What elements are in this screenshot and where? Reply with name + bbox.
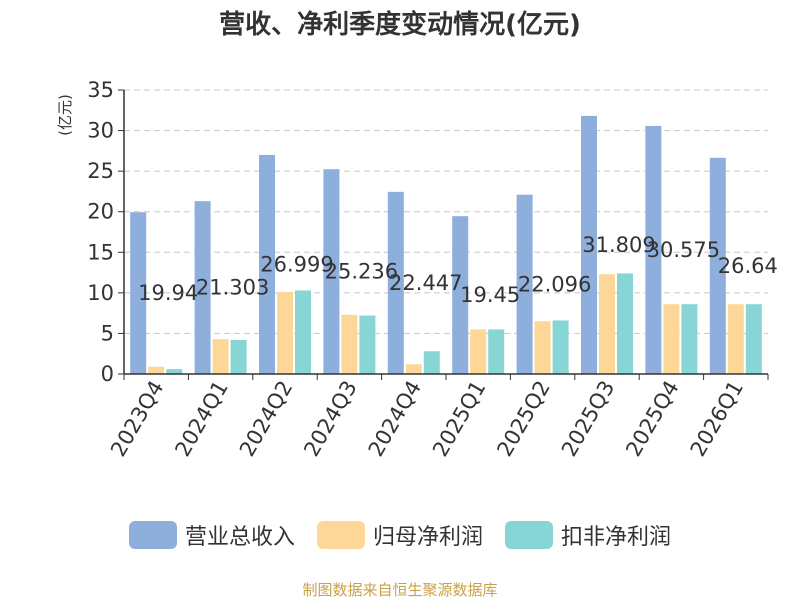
x-tick-label: 2024Q3: [299, 377, 361, 461]
chart-legend: 营业总收入 归母净利润 扣非净利润: [0, 519, 800, 551]
bar-2025Q2-series-1: [534, 321, 551, 374]
bar-2024Q4-series-1: [405, 364, 422, 374]
x-tick-label: 2024Q2: [235, 377, 297, 461]
data-label-revenue: 31.809: [582, 233, 655, 257]
bar-2025Q4-series-2: [681, 304, 698, 374]
bar-2025Q4-series-0: [645, 125, 662, 374]
bar-2024Q1-series-0: [194, 201, 211, 374]
legend-item-revenue[interactable]: 营业总收入: [128, 519, 295, 551]
data-label-revenue: 30.575: [647, 238, 720, 262]
bar-2025Q3-series-2: [617, 273, 633, 374]
y-tick-label: 15: [87, 240, 114, 264]
y-tick-label: 5: [101, 321, 114, 345]
bar-2023Q4-series-0: [130, 212, 147, 374]
bar-2025Q2-series-2: [552, 320, 569, 374]
data-label-revenue: 19.94: [138, 281, 198, 305]
legend-swatch-revenue: [128, 521, 177, 549]
bar-2025Q4-series-1: [663, 304, 680, 374]
bar-2025Q1-series-2: [488, 329, 505, 374]
data-label-revenue: 25.236: [325, 260, 398, 284]
y-tick-label: 30: [87, 119, 114, 143]
bar-2024Q4-series-0: [387, 191, 404, 374]
y-tick-label: 0: [101, 362, 114, 386]
bar-2024Q4-series-2: [423, 351, 440, 374]
bar-2024Q3-series-1: [341, 314, 358, 374]
legend-swatch-net-profit: [316, 521, 365, 549]
y-tick-label: 10: [87, 281, 114, 305]
legend-item-deducted-profit[interactable]: 扣非净利润: [505, 519, 671, 551]
bar-2024Q1-series-2: [230, 339, 247, 374]
data-label-revenue: 21.303: [196, 276, 269, 300]
x-tick-label: 2025Q1: [428, 377, 490, 461]
bar-2024Q1-series-1: [212, 339, 229, 374]
chart-title: 营收、净利季度变动情况(亿元): [219, 10, 581, 40]
y-axis-label: (亿元): [56, 94, 74, 136]
bar-2023Q4-series-1: [148, 366, 165, 374]
x-tick-label: 2025Q3: [557, 377, 619, 461]
x-tick-label: 2024Q1: [170, 377, 232, 461]
bar-2026Q1-series-0: [709, 157, 726, 374]
bar-2024Q2-series-0: [259, 154, 275, 374]
bar-2025Q1-series-0: [452, 216, 469, 374]
bar-2026Q1-series-1: [727, 304, 744, 374]
bar-2024Q2-series-2: [295, 290, 311, 374]
bar-2025Q2-series-0: [516, 194, 533, 374]
bar-2024Q3-series-2: [359, 315, 376, 374]
legend-label-revenue: 营业总收入: [184, 525, 295, 550]
x-tick-label: 2024Q4: [364, 377, 426, 461]
data-label-revenue: 26.999: [260, 252, 333, 276]
bar-2025Q3-series-1: [599, 274, 615, 374]
legend-item-net-profit[interactable]: 归母净利润: [316, 519, 483, 551]
bar-2025Q1-series-1: [470, 329, 487, 374]
data-label-revenue: 19.45: [460, 283, 520, 307]
x-tick-label: 2026Q1: [686, 377, 748, 461]
x-tick-label: 2025Q2: [492, 377, 554, 461]
data-label-revenue: 22.096: [518, 272, 591, 296]
bar-2026Q1-series-2: [745, 304, 762, 374]
y-tick-label: 35: [87, 78, 114, 102]
x-tick-label: 2023Q4: [106, 377, 168, 461]
data-label-revenue: 22.447: [389, 271, 462, 295]
data-label-revenue: 26.64: [718, 254, 778, 278]
bar-2023Q4-series-2: [166, 369, 183, 374]
bar-2025Q3-series-0: [581, 115, 597, 374]
legend-swatch-deducted-profit: [505, 521, 553, 549]
x-tick-label: 2025Q4: [621, 377, 683, 461]
legend-label-net-profit: 归母净利润: [372, 525, 483, 550]
data-source-note: 制图数据来自恒生聚源数据库: [302, 581, 498, 599]
y-tick-label: 25: [87, 159, 114, 183]
legend-label-deducted-profit: 扣非净利润: [561, 525, 672, 550]
bar-2024Q3-series-0: [323, 169, 340, 374]
bar-2024Q2-series-1: [277, 292, 293, 374]
y-tick-label: 20: [87, 200, 114, 224]
